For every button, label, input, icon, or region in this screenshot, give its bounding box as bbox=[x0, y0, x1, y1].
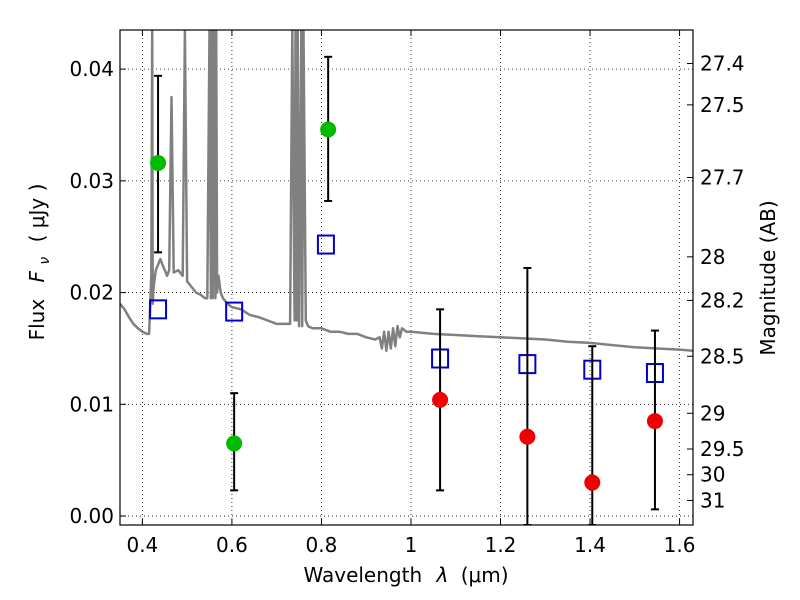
plot-frame bbox=[119, 29, 694, 526]
y-tick-label: 0.02 bbox=[69, 281, 114, 305]
y-axis-label-text: Flux bbox=[25, 299, 49, 341]
y-tick-label: 0.04 bbox=[69, 57, 114, 81]
y2-tick-label: 28.2 bbox=[700, 288, 745, 312]
upper-limit-point bbox=[646, 413, 663, 430]
y-axis-label-unit: ( μJy ) bbox=[25, 184, 49, 243]
y-axis-label: Flux F ν ( μJy ) bbox=[25, 184, 54, 341]
x-tick-label: 0.6 bbox=[216, 533, 248, 557]
y2-tick-label: 27.4 bbox=[700, 52, 745, 76]
x-axis-label-symbol: λ bbox=[436, 563, 449, 587]
template-spectrum-line bbox=[120, 30, 693, 352]
y2-tick-label: 27.7 bbox=[700, 165, 745, 189]
y2-tick-label: 28 bbox=[700, 245, 725, 269]
grid bbox=[120, 30, 693, 525]
x-tick-label: 0.8 bbox=[306, 533, 338, 557]
y2-tick-label: 30 bbox=[700, 463, 725, 487]
y2-tick-label: 29.5 bbox=[700, 437, 745, 461]
detection-point bbox=[226, 435, 243, 452]
y2-axis-label: Magnitude (AB) bbox=[756, 200, 780, 355]
x-tick-label: 1.2 bbox=[485, 533, 517, 557]
model-flux-square bbox=[316, 234, 335, 255]
upper-limit-point bbox=[584, 474, 601, 491]
x-tick-label: 1.6 bbox=[664, 533, 696, 557]
upper-limit-point bbox=[432, 391, 449, 408]
detection-point bbox=[150, 154, 167, 171]
upper-limit-point bbox=[519, 428, 536, 445]
y2-tick-label: 28.5 bbox=[700, 344, 745, 368]
model-flux-square bbox=[225, 301, 244, 322]
x-axis-label-text: Wavelength bbox=[303, 563, 422, 587]
y-tick-label: 0.00 bbox=[69, 504, 114, 528]
y2-tick-label: 31 bbox=[700, 488, 725, 512]
y-tick-label: 0.01 bbox=[69, 392, 114, 416]
y-tick-label: 0.03 bbox=[69, 169, 114, 193]
x-tick-label: 1.4 bbox=[574, 533, 606, 557]
x-axis-label: Wavelength λ (μm) bbox=[303, 563, 508, 587]
detection-point bbox=[320, 121, 337, 138]
y2-tick-label: 29 bbox=[700, 401, 725, 425]
y2-tick-label: 27.5 bbox=[700, 93, 745, 117]
model-flux-square bbox=[149, 299, 168, 320]
y-axis-label-subscript: ν bbox=[37, 257, 53, 265]
x-tick-label: 0.4 bbox=[126, 533, 158, 557]
axis-ticks: 0.4 0.6 0.8 1 1.2 1.4 1.6 0.00 0.01 0.02 0.03 0.04 2… bbox=[69, 30, 745, 557]
x-axis-label-unit: (μm) bbox=[461, 563, 509, 587]
plot-area bbox=[120, 30, 693, 525]
x-tick-label: 1 bbox=[405, 533, 418, 557]
y-axis-label-symbol: F bbox=[25, 270, 49, 282]
